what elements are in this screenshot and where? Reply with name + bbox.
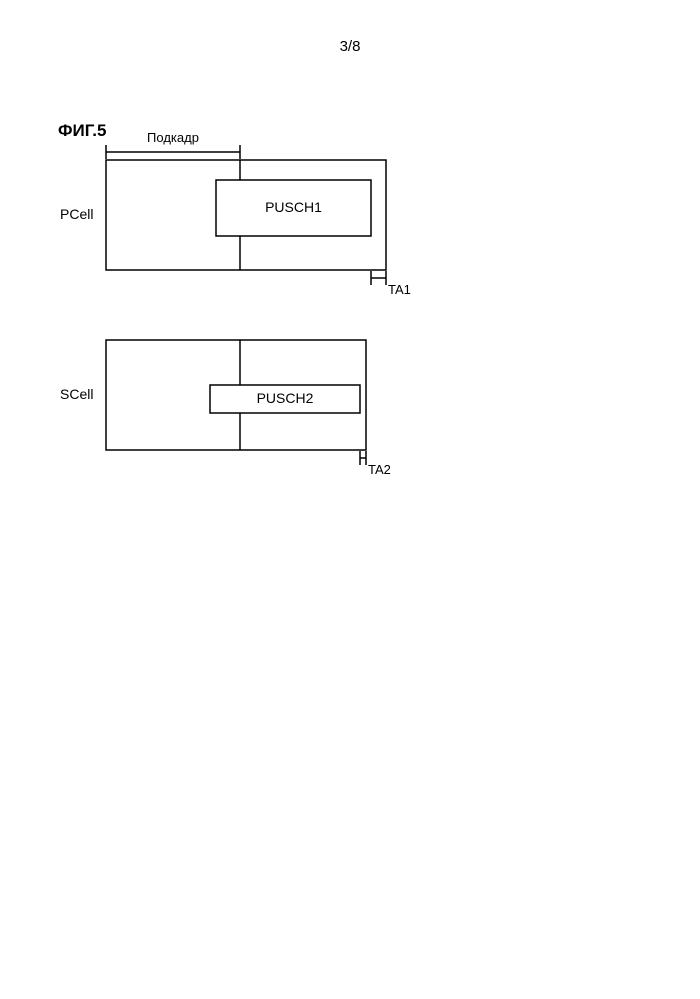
page: 3/8 ФИГ.5 PCellPUSCH1ПодкадрTA1SCellPUSC…: [0, 0, 700, 999]
scell-channel-label: PUSCH2: [210, 390, 360, 406]
pcell-ta-label: TA1: [388, 282, 411, 297]
pcell-subframe-label: Подкадр: [106, 130, 240, 145]
diagram-svg: [0, 0, 700, 999]
scell-ta-label: TA2: [368, 462, 391, 477]
scell-label: SCell: [60, 386, 93, 402]
pcell-channel-label: PUSCH1: [216, 199, 371, 215]
pcell-label: PCell: [60, 206, 93, 222]
